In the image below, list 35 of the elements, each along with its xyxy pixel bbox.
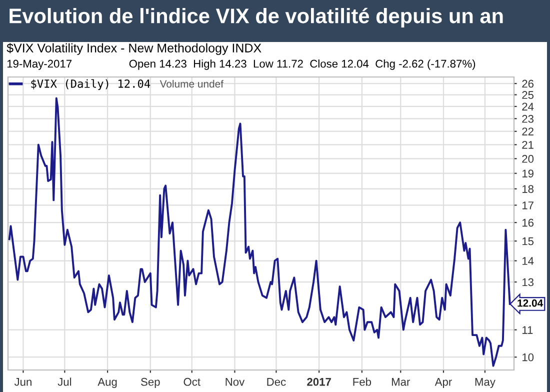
chart-title: Evolution de l'indice VIX de volatilité depuis un an xyxy=(10,8,503,28)
x-tick-label: Nov xyxy=(226,378,245,386)
x-tick-label: Aug xyxy=(98,378,117,388)
x-tick-label: Jul xyxy=(58,378,72,386)
annotation: 12.04 xyxy=(518,299,544,307)
x-tick-label: Jun xyxy=(14,378,32,386)
y-tick-label: 10 xyxy=(522,353,534,362)
x-tick-label: Oct xyxy=(184,378,200,386)
legend-label: $VIX (Daily) 12.04 xyxy=(31,79,150,90)
x-tick-label: Feb xyxy=(353,378,372,386)
x-tick-label: Mar xyxy=(392,378,410,386)
y-tick-label: 26 xyxy=(522,80,534,88)
y-tick-label: 18 xyxy=(522,185,534,193)
y-tick-label: 22 xyxy=(522,128,534,136)
y-tick-label: 16 xyxy=(522,218,534,227)
text: 19-May-2017 xyxy=(7,60,72,70)
x-tick-label: Sep xyxy=(141,378,160,388)
y-tick-label: 20 xyxy=(522,154,534,163)
y-tick-label: 15 xyxy=(522,237,534,246)
y-tick-label: 19 xyxy=(522,170,534,178)
y-tick-label: 23 xyxy=(522,114,534,123)
y-tick-label: 17 xyxy=(522,202,534,210)
x-tick-label: May xyxy=(475,378,496,388)
y-tick-label: 14 xyxy=(522,257,534,265)
x-tick-label: 2017 xyxy=(307,378,331,386)
x-tick-label: Dec xyxy=(267,378,286,386)
chart-subtitle: $VIX Volatility Index - New Methodology INDX xyxy=(6,43,262,55)
text: Open 14.23 High 14.23 Low 11.72 Close 12.04 Chg -2.62 (-17.87%) xyxy=(129,60,476,70)
y-tick-label: 21 xyxy=(522,140,534,149)
y-tick-label: 24 xyxy=(522,102,534,110)
x-tick-label: Apr xyxy=(434,378,452,388)
y-tick-label: 13 xyxy=(522,278,534,286)
annotation: Volume undef xyxy=(160,80,224,88)
y-tick-label: 11 xyxy=(522,326,533,334)
y-tick-label: 25 xyxy=(522,91,534,99)
